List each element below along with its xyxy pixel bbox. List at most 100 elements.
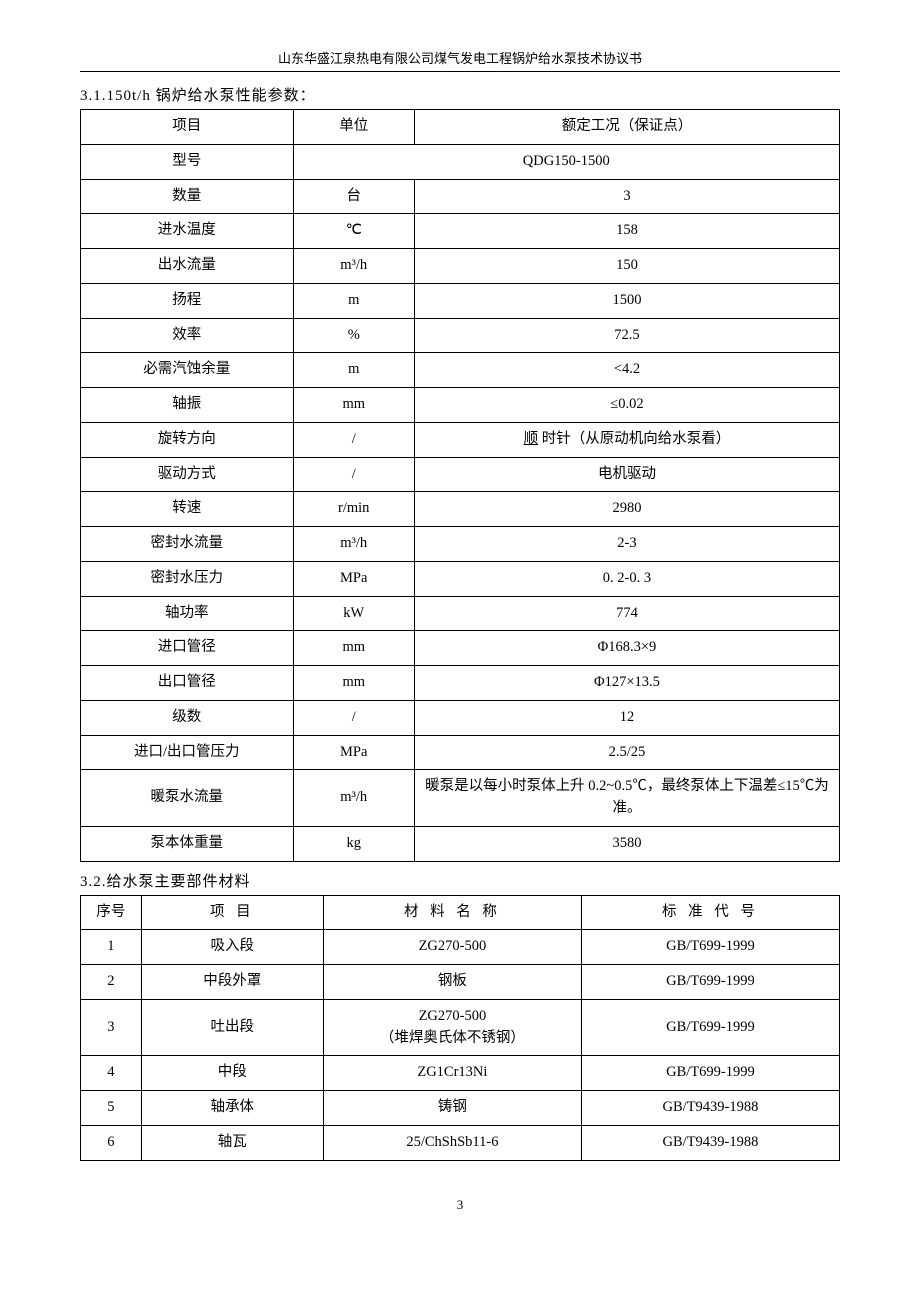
cell: 扬程 <box>81 283 294 318</box>
cell: / <box>293 700 414 735</box>
cell: 2-3 <box>414 527 839 562</box>
cell: 4 <box>81 1056 142 1091</box>
cell: 轴振 <box>81 388 294 423</box>
page-header: 山东华盛江泉热电有限公司煤气发电工程锅炉给水泵技术协议书 <box>80 48 840 72</box>
table-row: 型号QDG150-1500 <box>81 144 840 179</box>
cell: MPa <box>293 735 414 770</box>
cell: 旋转方向 <box>81 422 294 457</box>
section-32-title: 3.2.给水泵主要部件材料 <box>80 870 840 891</box>
table-row: 泵本体重量kg3580 <box>81 826 840 861</box>
cell: 中段 <box>141 1056 323 1091</box>
section-31-title: 3.1.150t/h 锅炉给水泵性能参数： <box>80 84 840 105</box>
cell: 电机驱动 <box>414 457 839 492</box>
cell: 774 <box>414 596 839 631</box>
cell: GB/T9439-1988 <box>581 1125 839 1160</box>
table-row: 驱动方式/电机驱动 <box>81 457 840 492</box>
cell: m <box>293 283 414 318</box>
cell: 型号 <box>81 144 294 179</box>
table-row: 数量台3 <box>81 179 840 214</box>
cell: / <box>293 457 414 492</box>
cell: 6 <box>81 1125 142 1160</box>
cell-header: 项目 <box>81 110 294 145</box>
cell: mm <box>293 631 414 666</box>
cell: 轴瓦 <box>141 1125 323 1160</box>
cell: 出口管径 <box>81 666 294 701</box>
cell-header: 标 准 代 号 <box>581 895 839 930</box>
cell: kW <box>293 596 414 631</box>
table-row: 旋转方向/ 顺 时针（从原动机向给水泵看） <box>81 422 840 457</box>
table-row: 密封水压力MPa0. 2-0. 3 <box>81 561 840 596</box>
header-title: 山东华盛江泉热电有限公司煤气发电工程锅炉给水泵技术协议书 <box>278 51 642 66</box>
cell: Φ127×13.5 <box>414 666 839 701</box>
cell: 25/ChShSb11-6 <box>323 1125 581 1160</box>
cell: m³/h <box>293 249 414 284</box>
cell: 暖泵水流量 <box>81 770 294 827</box>
cell: 出水流量 <box>81 249 294 284</box>
table-row: 出口管径mmΦ127×13.5 <box>81 666 840 701</box>
table-row: 暖泵水流量m³/h暖泵是以每小时泵体上升 0.2~0.5℃，最终泵体上下温差≤1… <box>81 770 840 827</box>
table-row: 密封水流量m³/h2-3 <box>81 527 840 562</box>
table-row: 轴振mm≤0.02 <box>81 388 840 423</box>
cell: 钢板 <box>323 965 581 1000</box>
cell: % <box>293 318 414 353</box>
cell: ≤0.02 <box>414 388 839 423</box>
cell-header: 材 料 名 称 <box>323 895 581 930</box>
cell-header: 单位 <box>293 110 414 145</box>
cell: 吸入段 <box>141 930 323 965</box>
table-row: 5轴承体铸钢GB/T9439-1988 <box>81 1091 840 1126</box>
cell-header: 额定工况（保证点） <box>414 110 839 145</box>
cell: ZG270-500 <box>323 930 581 965</box>
cell: 轴承体 <box>141 1091 323 1126</box>
cell: 2980 <box>414 492 839 527</box>
cell: m³/h <box>293 527 414 562</box>
cell: / <box>293 422 414 457</box>
cell: 中段外罩 <box>141 965 323 1000</box>
cell: 吐出段 <box>141 999 323 1056</box>
cell: 2 <box>81 965 142 1000</box>
cell: 150 <box>414 249 839 284</box>
cell-header: 序号 <box>81 895 142 930</box>
cell: Φ168.3×9 <box>414 631 839 666</box>
cell: 台 <box>293 179 414 214</box>
materials-table: 序号 项 目 材 料 名 称 标 准 代 号 1吸入段ZG270-500GB/T… <box>80 895 840 1161</box>
cell: 密封水压力 <box>81 561 294 596</box>
cell: 72.5 <box>414 318 839 353</box>
cell: 158 <box>414 214 839 249</box>
cell: 泵本体重量 <box>81 826 294 861</box>
cell: ZG270-500（堆焊奥氏体不锈钢） <box>323 999 581 1056</box>
cell: 进口管径 <box>81 631 294 666</box>
cell: ℃ <box>293 214 414 249</box>
cell: 进水温度 <box>81 214 294 249</box>
page-number: 3 <box>80 1197 840 1213</box>
cell: 进口/出口管压力 <box>81 735 294 770</box>
table-row: 3吐出段ZG270-500（堆焊奥氏体不锈钢）GB/T699-1999 <box>81 999 840 1056</box>
cell: 级数 <box>81 700 294 735</box>
table-row: 序号 项 目 材 料 名 称 标 准 代 号 <box>81 895 840 930</box>
cell: 12 <box>414 700 839 735</box>
table-row: 6轴瓦25/ChShSb11-6GB/T9439-1988 <box>81 1125 840 1160</box>
cell: 1 <box>81 930 142 965</box>
cell: GB/T699-1999 <box>581 930 839 965</box>
cell: m <box>293 353 414 388</box>
cell: 3 <box>414 179 839 214</box>
cell: QDG150-1500 <box>293 144 839 179</box>
cell: 效率 <box>81 318 294 353</box>
cell: 2.5/25 <box>414 735 839 770</box>
table-row: 转速r/min2980 <box>81 492 840 527</box>
table-row: 出水流量m³/h150 <box>81 249 840 284</box>
table-row: 项目 单位 额定工况（保证点） <box>81 110 840 145</box>
cell: 轴功率 <box>81 596 294 631</box>
performance-table: 项目 单位 额定工况（保证点） 型号QDG150-1500数量台3进水温度℃15… <box>80 109 840 862</box>
cell: 1500 <box>414 283 839 318</box>
cell: 3580 <box>414 826 839 861</box>
table-row: 进口/出口管压力MPa2.5/25 <box>81 735 840 770</box>
table-row: 2中段外罩钢板GB/T699-1999 <box>81 965 840 1000</box>
cell: GB/T699-1999 <box>581 999 839 1056</box>
cell: 转速 <box>81 492 294 527</box>
table-row: 扬程m1500 <box>81 283 840 318</box>
table-row: 4中段ZG1Cr13NiGB/T699-1999 <box>81 1056 840 1091</box>
cell: MPa <box>293 561 414 596</box>
cell: 铸钢 <box>323 1091 581 1126</box>
cell: <4.2 <box>414 353 839 388</box>
cell: 顺 时针（从原动机向给水泵看） <box>414 422 839 457</box>
